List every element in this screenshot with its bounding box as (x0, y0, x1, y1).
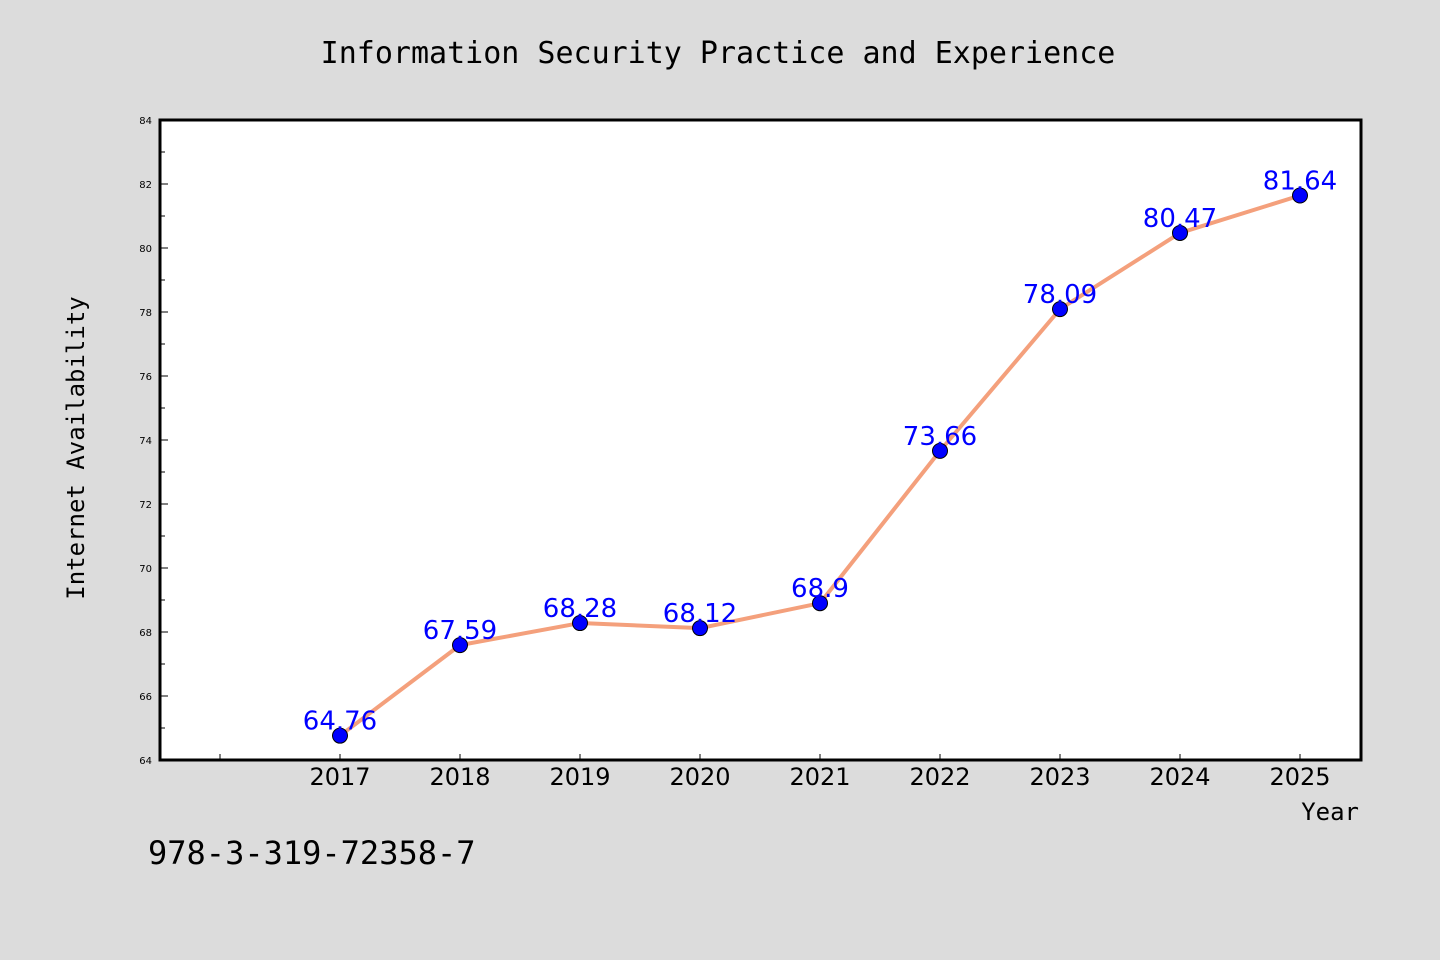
y-tick-label: 80 (139, 244, 152, 255)
x-tick-label: 2025 (1269, 763, 1330, 791)
plot-area (158, 118, 1363, 762)
x-tick-label: 2021 (789, 763, 850, 791)
data-point (332, 727, 348, 744)
x-axis-ticks: 2017 2018 2019 2020 2021 2022 2023 2024 2025 (219, 754, 1331, 791)
data-point (812, 595, 828, 612)
data-point (1172, 224, 1188, 241)
x-tick-label: 2019 (549, 763, 610, 791)
x-tick-label: 2024 (1149, 763, 1210, 791)
y-tick-label: 64 (139, 756, 152, 767)
y-axis-label: Internet Availability (62, 296, 90, 599)
y-tick-label: 68 (139, 628, 152, 639)
data-label: 68.28 (543, 594, 617, 624)
y-tick-label: 76 (139, 372, 152, 383)
data-label: 78.09 (1023, 280, 1097, 310)
data-point (1052, 301, 1068, 318)
chart-title: Information Security Practice and Experi… (321, 36, 1116, 71)
data-point (692, 620, 708, 637)
data-point (572, 615, 588, 632)
y-tick-label: 74 (139, 436, 152, 447)
x-tick-label: 2020 (669, 763, 730, 791)
data-points (332, 187, 1308, 744)
data-label: 68.9 (791, 574, 849, 604)
x-tick-label: 2023 (1029, 763, 1090, 791)
x-axis-label: Year (1301, 798, 1359, 826)
y-tick-label: 78 (139, 308, 152, 319)
y-tick-label: 82 (139, 180, 152, 191)
data-label: 81.64 (1263, 167, 1337, 197)
y-tick-label: 84 (139, 116, 152, 127)
y-axis-ticks: 64 66 68 70 72 74 76 78 80 82 84 (139, 116, 168, 767)
data-label: 64.76 (303, 707, 377, 737)
data-point (932, 442, 948, 459)
data-label: 73.66 (903, 422, 977, 452)
y-tick-label: 66 (139, 692, 152, 703)
data-point (452, 637, 468, 654)
data-label: 68.12 (663, 599, 737, 629)
data-label: 67.59 (423, 616, 497, 646)
x-tick-label: 2017 (309, 763, 370, 791)
data-point (1292, 187, 1308, 204)
data-labels: 64.76 67.59 68.28 68.12 68.9 73.66 78.09 80.47 8… (303, 167, 1337, 737)
y-tick-label: 72 (139, 500, 152, 511)
data-label: 80.47 (1143, 204, 1217, 234)
y-tick-label: 70 (139, 564, 152, 575)
isbn-text: 978-3-319-72358-7 (148, 834, 476, 872)
x-tick-label: 2022 (909, 763, 970, 791)
x-tick-label: 2018 (429, 763, 490, 791)
